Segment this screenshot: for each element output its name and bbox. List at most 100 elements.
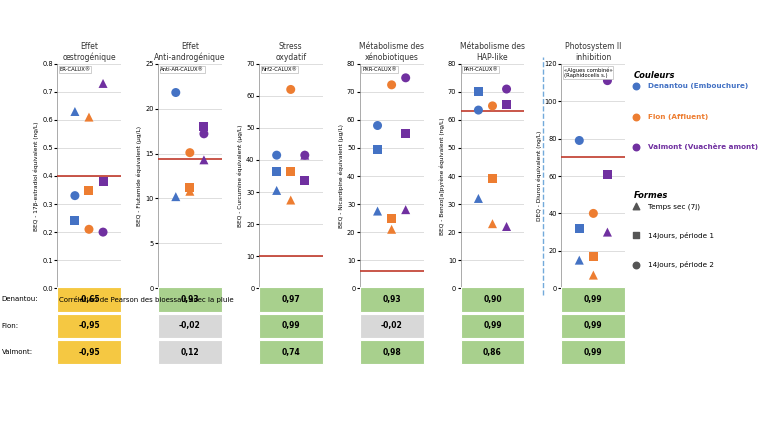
- Text: -0,02: -0,02: [179, 321, 201, 330]
- Text: 0,12: 0,12: [181, 348, 199, 357]
- Title: Photosystem II
inhibition: Photosystem II inhibition: [565, 42, 622, 62]
- Text: Nrf2-CALUX®: Nrf2-CALUX®: [261, 67, 297, 72]
- Point: [587, 210, 600, 217]
- Point: [601, 171, 613, 178]
- Point: [69, 192, 81, 199]
- Point: [400, 74, 412, 81]
- Text: Formes: Formes: [634, 191, 668, 200]
- Text: -0,02: -0,02: [381, 321, 403, 330]
- Point: [472, 195, 484, 202]
- Text: Denantou:: Denantou:: [2, 297, 38, 302]
- Text: ER-CALUX®: ER-CALUX®: [59, 67, 90, 72]
- Text: 0,99: 0,99: [584, 321, 603, 330]
- Point: [299, 177, 311, 184]
- Text: Anti-AR-CALUX®: Anti-AR-CALUX®: [160, 67, 204, 72]
- Title: Effet
œstrogénique: Effet œstrogénique: [62, 42, 116, 62]
- Text: Denantou (Embouchure): Denantou (Embouchure): [648, 83, 748, 89]
- Y-axis label: BEQ - Curcumine équivalent (μg/L): BEQ - Curcumine équivalent (μg/L): [238, 125, 243, 227]
- Text: PXR-CALUX®: PXR-CALUX®: [363, 67, 397, 72]
- Text: Temps sec (7j): Temps sec (7j): [648, 203, 700, 209]
- Point: [630, 113, 642, 120]
- Text: 14jours, période 2: 14jours, période 2: [648, 261, 714, 268]
- Point: [385, 226, 397, 233]
- Point: [501, 101, 513, 108]
- Text: Couleurs: Couleurs: [634, 70, 676, 80]
- Y-axis label: DEQ - Diuron équivalent (ng/L): DEQ - Diuron équivalent (ng/L): [537, 131, 542, 221]
- Title: Stress
oxydatif: Stress oxydatif: [275, 42, 306, 62]
- Point: [169, 89, 182, 96]
- Point: [184, 188, 196, 195]
- Text: 14jours, période 1: 14jours, période 1: [648, 232, 714, 239]
- Text: 0,99: 0,99: [584, 348, 603, 357]
- Text: 0,93: 0,93: [382, 295, 401, 304]
- Point: [299, 152, 311, 159]
- Point: [69, 108, 81, 115]
- Point: [372, 208, 384, 215]
- Point: [198, 130, 210, 137]
- Text: -0,95: -0,95: [78, 348, 100, 357]
- Point: [501, 223, 513, 230]
- Point: [184, 184, 196, 191]
- Point: [601, 229, 613, 236]
- Point: [83, 187, 95, 194]
- Point: [486, 220, 499, 227]
- Point: [83, 114, 95, 121]
- Point: [630, 203, 642, 210]
- Point: [486, 103, 499, 110]
- Point: [587, 271, 600, 279]
- Point: [271, 187, 283, 194]
- Text: Flon:: Flon:: [2, 323, 19, 329]
- Point: [69, 217, 81, 224]
- Text: 0,90: 0,90: [483, 295, 502, 304]
- Point: [372, 146, 384, 153]
- Text: 0,93: 0,93: [181, 295, 199, 304]
- Title: Effet
Anti-androgénique: Effet Anti-androgénique: [154, 42, 226, 62]
- Text: Flon (Affluent): Flon (Affluent): [648, 114, 708, 120]
- Point: [198, 123, 210, 130]
- Text: 0,86: 0,86: [483, 348, 502, 357]
- Point: [400, 206, 412, 213]
- Point: [198, 156, 210, 163]
- Point: [501, 85, 513, 92]
- Text: Valmont:: Valmont:: [2, 349, 33, 355]
- Text: -0,95: -0,95: [78, 321, 100, 330]
- Text: 0,99: 0,99: [281, 321, 300, 330]
- Point: [285, 86, 297, 93]
- Point: [630, 143, 642, 150]
- Point: [271, 168, 283, 175]
- Point: [573, 137, 585, 144]
- Text: Corrélation de Pearson des bioessais avec la pluie: Corrélation de Pearson des bioessais ave…: [59, 296, 233, 303]
- Y-axis label: BEQ - 17β-estradiol équivalent (ng/L): BEQ - 17β-estradiol équivalent (ng/L): [34, 121, 40, 231]
- Point: [271, 152, 283, 159]
- Point: [83, 226, 95, 233]
- Text: 0,74: 0,74: [281, 348, 300, 357]
- Point: [97, 80, 109, 87]
- Point: [601, 77, 613, 84]
- Y-axis label: BEQ - Benzo[a]pyrène équivalent (ng/L): BEQ - Benzo[a]pyrène équivalent (ng/L): [439, 117, 445, 235]
- Title: Métabolisme des
HAP-like: Métabolisme des HAP-like: [460, 42, 525, 62]
- Y-axis label: BEQ - Flutamide équivalent (μg/L): BEQ - Flutamide équivalent (μg/L): [137, 126, 142, 226]
- Point: [285, 197, 297, 204]
- Y-axis label: BEQ - Nicardipine équivalent (μg/L): BEQ - Nicardipine équivalent (μg/L): [339, 124, 344, 228]
- Point: [573, 257, 585, 264]
- Point: [472, 88, 484, 95]
- Text: -0,65: -0,65: [78, 295, 100, 304]
- Text: 0,97: 0,97: [281, 295, 300, 304]
- Text: Valmont (Vuachère amont): Valmont (Vuachère amont): [648, 143, 758, 150]
- Text: PAH-CALUX®: PAH-CALUX®: [463, 67, 498, 72]
- Point: [587, 253, 600, 260]
- Point: [573, 225, 585, 232]
- Point: [486, 175, 499, 182]
- Point: [169, 193, 182, 200]
- Title: Métabolisme des
xénobiotiques: Métabolisme des xénobiotiques: [359, 42, 424, 62]
- Text: «Algues combiné»
(Raphidocelis s.): «Algues combiné» (Raphidocelis s.): [564, 67, 613, 78]
- Text: 0,99: 0,99: [483, 321, 502, 330]
- Point: [372, 122, 384, 129]
- Text: 0,98: 0,98: [382, 348, 401, 357]
- Point: [472, 106, 484, 114]
- Point: [630, 232, 642, 239]
- Point: [97, 178, 109, 185]
- Point: [184, 149, 196, 156]
- Point: [400, 130, 412, 137]
- Point: [385, 215, 397, 222]
